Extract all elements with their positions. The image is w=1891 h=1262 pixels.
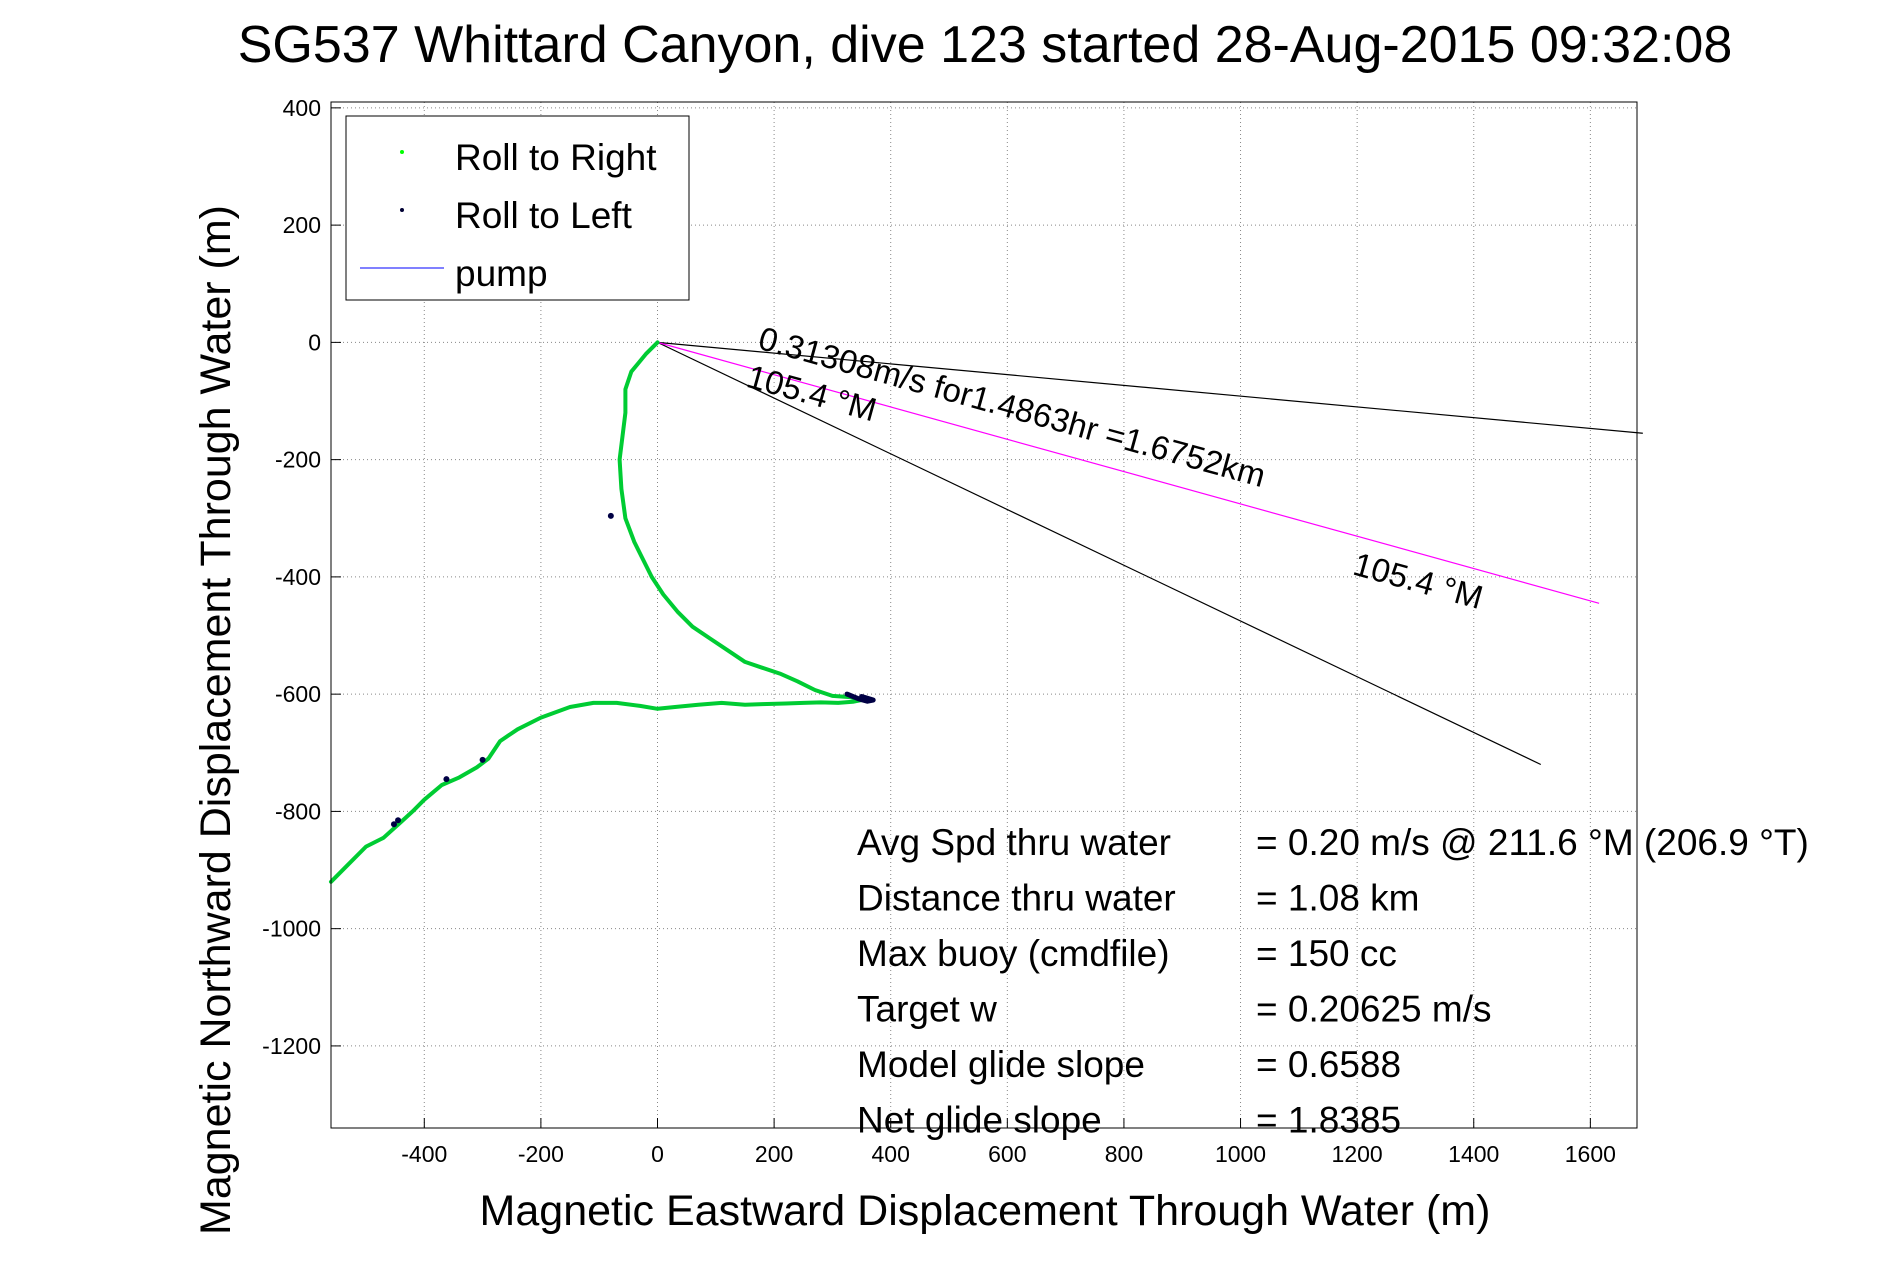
legend-label: Roll to Left — [455, 195, 633, 236]
y-tick-label: -1200 — [262, 1033, 321, 1059]
stat-label: Model glide slope — [857, 1044, 1145, 1085]
y-tick-label: 200 — [283, 212, 321, 238]
stat-value: = 1.08 km — [1256, 878, 1420, 919]
stat-label: Distance thru water — [857, 878, 1176, 919]
data-series — [329, 340, 876, 884]
roll-left-point — [395, 817, 402, 824]
stat-label: Max buoy (cmdfile) — [857, 933, 1170, 974]
axes-box — [330, 101, 1638, 1129]
stat-value: = 0.20 m/s @ 211.6 °M (206.9 °T) — [1256, 822, 1809, 863]
stat-label: Target w — [857, 989, 997, 1030]
heading-line-lower — [657, 341, 1542, 766]
stat-value: = 0.20625 m/s — [1256, 989, 1492, 1030]
heading-line-magenta — [657, 341, 1600, 604]
legend: Roll to Right Roll to Left pump — [345, 115, 690, 301]
x-axis-label: Magnetic Eastward Displacement Through W… — [480, 1187, 1491, 1235]
roll-left-point — [443, 776, 450, 783]
y-tick-label: -1000 — [262, 916, 321, 942]
x-tick-label: 1600 — [1565, 1141, 1616, 1167]
heading-line-upper — [657, 341, 1643, 434]
stat-value: = 0.6588 — [1256, 1044, 1401, 1085]
stat-label: Net glide slope — [857, 1100, 1102, 1141]
reference-lines — [657, 341, 1643, 766]
legend-label: Roll to Right — [455, 137, 657, 178]
y-tick-label: 0 — [308, 329, 321, 355]
x-tick-label: 1400 — [1448, 1141, 1499, 1167]
stats-table: Avg Spd thru water = 0.20 m/s @ 211.6 °M … — [857, 822, 1809, 1141]
stat-value: = 150 cc — [1256, 933, 1397, 974]
x-tick-label: 200 — [755, 1141, 793, 1167]
roll-left-point — [390, 821, 397, 828]
x-tick-label: 400 — [872, 1141, 910, 1167]
x-tick-label: -200 — [518, 1141, 564, 1167]
y-tick-label: -400 — [275, 564, 321, 590]
legend-label: pump — [455, 253, 548, 294]
grid-lines — [331, 102, 1637, 1128]
x-tick-label: -400 — [401, 1141, 447, 1167]
x-tick-label: 1000 — [1215, 1141, 1266, 1167]
legend-marker — [400, 150, 404, 154]
x-tick-label: 1200 — [1332, 1141, 1383, 1167]
y-tick-label: -600 — [275, 681, 321, 707]
legend-box — [345, 115, 690, 301]
x-tick-label: 600 — [988, 1141, 1026, 1167]
axis-ticks: -400 -200 0 200 400 600 800 1000 1200 1400 1600 400… — [262, 95, 1616, 1167]
roll-left-point — [479, 756, 486, 763]
x-tick-label: 0 — [651, 1141, 664, 1167]
roll-left-point — [607, 512, 614, 519]
stat-value: = 1.8385 — [1256, 1100, 1401, 1141]
y-tick-label: 400 — [283, 95, 321, 121]
x-tick-label: 800 — [1105, 1141, 1143, 1167]
chart-title: SG537 Whittard Canyon, dive 123 started … — [238, 16, 1733, 74]
series-line-roll-to-left — [844, 691, 876, 704]
series-line-roll-to-right — [329, 340, 864, 884]
legend-marker — [400, 208, 404, 212]
y-tick-label: -800 — [275, 798, 321, 824]
y-tick-label: -200 — [275, 447, 321, 473]
stat-label: Avg Spd thru water — [857, 822, 1171, 863]
y-axis-label: Magnetic Northward Displacement Through … — [192, 205, 240, 1235]
